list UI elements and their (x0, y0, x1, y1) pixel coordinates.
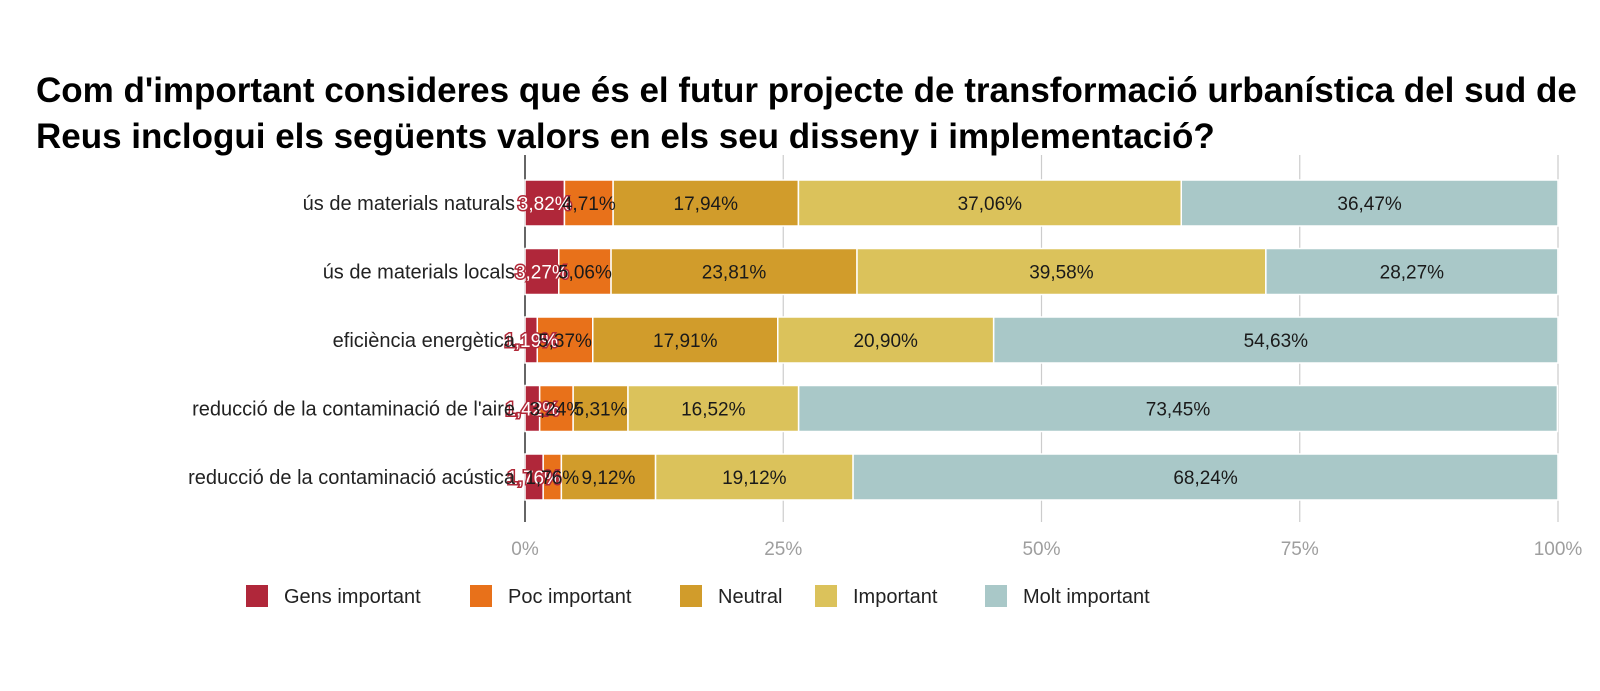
data-label: 5,31% (574, 400, 628, 421)
bars: 3,82%4,71% 17,94% 37,06% 36,47% 3,27%5,06% 23… (503, 179, 1559, 501)
data-label: 1,42% (505, 400, 559, 421)
bar-segment (563, 179, 614, 227)
data-label: 1,76% (507, 468, 561, 489)
bar-segment (1180, 179, 1559, 227)
data-label: 9,12% (582, 468, 636, 489)
data-label: 5,37% (538, 331, 592, 352)
data-label: 5,06% (558, 263, 612, 284)
x-axis-ticks: 0% 25% 50% 75% 100% (511, 539, 1582, 560)
bar-segment (1265, 247, 1559, 296)
data-label: 39,58% (1029, 263, 1094, 284)
legend: Gens important Poc important Neutral Import… (246, 585, 1150, 608)
bar-segment (852, 453, 1559, 501)
bar-segment (777, 316, 995, 364)
data-label: 3,27% (515, 263, 569, 284)
data-label: 4,71% (562, 194, 616, 215)
data-label: 19,12% (722, 468, 787, 489)
x-tick-label: 25% (764, 539, 802, 560)
chart-title: Com d'important consideres que és el fut… (36, 71, 1577, 156)
legend-label: Molt important (1023, 586, 1150, 608)
legend-swatch (985, 585, 1007, 607)
data-label: 17,91% (653, 331, 718, 352)
bar-segment (572, 384, 629, 433)
bar-segment (992, 316, 1559, 364)
bar-segment (538, 384, 574, 433)
bar-segment (797, 384, 1559, 433)
category-label: eficiència energètica (333, 330, 516, 352)
data-label: 73,45% (1146, 400, 1211, 421)
x-tick-label: 100% (1534, 539, 1583, 560)
data-label: 1,76% (525, 468, 579, 489)
x-tick-label: 0% (511, 539, 539, 560)
data-label: 1,19% (504, 331, 558, 352)
legend-swatch (815, 585, 837, 607)
data-label: 20,90% (853, 331, 918, 352)
data-label: 17,94% (674, 194, 739, 215)
bar-segment (797, 179, 1183, 227)
legend-swatch (470, 585, 492, 607)
data-label: 3,24% (529, 400, 583, 421)
data-label: 54,63% (1244, 331, 1309, 352)
legend-swatch (680, 585, 702, 607)
category-label: ús de materials locals (323, 262, 515, 284)
bar-segment (560, 453, 657, 501)
legend-label: Gens important (284, 586, 421, 608)
data-label: 28,27% (1380, 263, 1445, 284)
data-label: 3,82% (518, 194, 572, 215)
bar-segment (524, 179, 566, 227)
x-tick-label: 50% (1022, 539, 1060, 560)
category-label: reducció de la contaminació acústica (188, 467, 516, 489)
x-tick-label: 75% (1281, 539, 1319, 560)
legend-label: Poc important (508, 586, 632, 608)
legend-label: Important (853, 586, 938, 608)
bar-segment (558, 247, 612, 296)
data-label: 37,06% (958, 194, 1023, 215)
data-label: 16,52% (681, 400, 746, 421)
bar-segment (627, 384, 800, 433)
legend-label: Neutral (718, 586, 782, 608)
data-label: 23,81% (702, 263, 767, 284)
category-label: reducció de la contaminació de l'aire (192, 399, 515, 421)
category-labels: ús de materials naturals ús de materials … (188, 193, 516, 489)
data-label: 36,47% (1337, 194, 1402, 215)
legend-swatch (246, 585, 268, 607)
category-label: ús de materials naturals (303, 193, 515, 215)
bar-segment (856, 247, 1267, 296)
data-label: 68,24% (1173, 468, 1238, 489)
